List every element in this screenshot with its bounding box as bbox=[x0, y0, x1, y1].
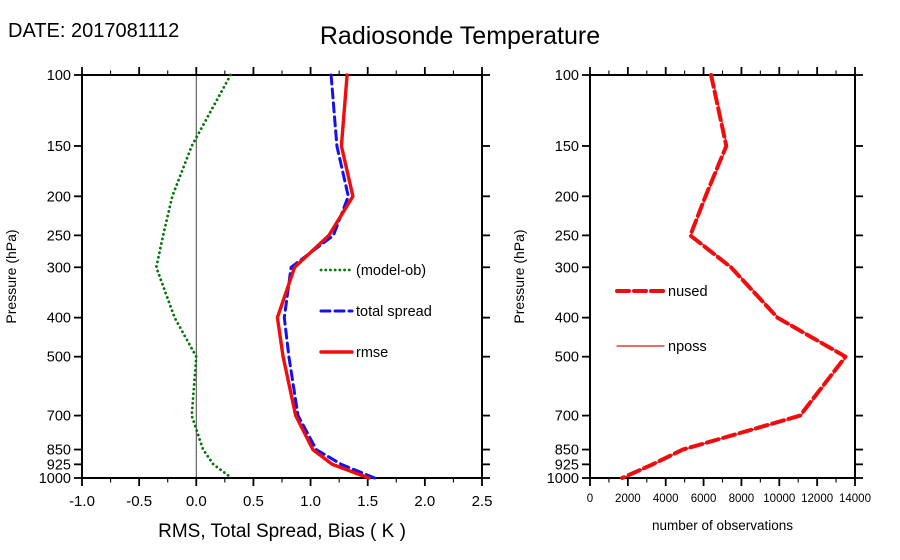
legend-label-rmse: rmse bbox=[356, 345, 388, 361]
x-tick-label: 0 bbox=[587, 493, 593, 505]
series-model-ob bbox=[154, 73, 234, 480]
y-axis-title: Pressure (hPa) bbox=[3, 229, 19, 323]
y-axis-title: Pressure (hPa) bbox=[511, 229, 527, 323]
plot-frame bbox=[589, 74, 856, 479]
y-tick-label: 100 bbox=[47, 68, 71, 84]
figure-title: Radiosonde Temperature bbox=[319, 22, 601, 50]
y-tick-label: 925 bbox=[555, 457, 579, 473]
y-tick-label: 100 bbox=[555, 68, 579, 84]
x-tick-label: 2.0 bbox=[414, 493, 435, 510]
x-axis-title: RMS, Total Spread, Bias ( K ) bbox=[158, 521, 406, 542]
y-tick-label: 850 bbox=[555, 443, 579, 459]
y-tick-label: 250 bbox=[555, 228, 579, 244]
y-tick-label: 200 bbox=[555, 189, 579, 205]
y-tick-label: 500 bbox=[47, 350, 71, 366]
x-tick-label: 8000 bbox=[729, 493, 755, 505]
y-tick-label: 300 bbox=[555, 260, 579, 276]
y-tick-label: 200 bbox=[47, 189, 71, 205]
x-tick-label: 2000 bbox=[615, 493, 641, 505]
series-total-spread bbox=[282, 73, 377, 480]
y-tick-label: 500 bbox=[555, 350, 579, 366]
x-tick-label: 14000 bbox=[839, 493, 871, 505]
series-rmse bbox=[275, 73, 371, 480]
date-label: DATE: 2017081112 bbox=[8, 20, 180, 42]
legend-label-total-spread: total spread bbox=[356, 304, 432, 320]
y-tick-label: 400 bbox=[555, 311, 579, 327]
y-tick-label: 850 bbox=[47, 443, 71, 459]
x-tick-label: 0.5 bbox=[243, 493, 264, 510]
y-tick-label: 150 bbox=[47, 139, 71, 155]
x-tick-label: 6000 bbox=[691, 493, 717, 505]
x-tick-label: 0.0 bbox=[186, 493, 207, 510]
y-tick-label: 150 bbox=[555, 139, 579, 155]
x-tick-label: -0.5 bbox=[126, 493, 152, 510]
y-tick-label: 1000 bbox=[39, 471, 71, 487]
legend-label-nused: nused bbox=[668, 284, 708, 300]
x-tick-label: 10000 bbox=[763, 493, 795, 505]
y-tick-label: 250 bbox=[47, 228, 71, 244]
legend-label-model-ob: (model-ob) bbox=[356, 263, 426, 279]
x-tick-label: 2.5 bbox=[472, 493, 493, 510]
panel-left: -1.0 -0.5 0.0 0.5 1.0 1.5 2.0 2.5 100 150 200 250 30… bbox=[3, 67, 492, 542]
legend-label-nposs: nposs bbox=[668, 339, 707, 355]
y-tick-label: 300 bbox=[47, 260, 71, 276]
y-tick-label: 925 bbox=[47, 457, 71, 473]
y-tick-label: 1000 bbox=[547, 471, 579, 487]
x-tick-label: -1.0 bbox=[69, 493, 95, 510]
x-tick-label: 1.0 bbox=[300, 493, 321, 510]
series-nused bbox=[620, 73, 848, 480]
plot-frame bbox=[81, 74, 483, 479]
y-tick-label: 700 bbox=[47, 409, 71, 425]
panel-right: 0 2000 4000 6000 8000 10000 12000 14000 100 150 20… bbox=[511, 67, 871, 533]
x-axis-title: number of observations bbox=[652, 518, 793, 533]
y-tick-label: 400 bbox=[47, 311, 71, 327]
y-tick-label: 700 bbox=[555, 409, 579, 425]
x-tick-label: 4000 bbox=[653, 493, 679, 505]
x-tick-label: 1.5 bbox=[357, 493, 378, 510]
x-tick-label: 12000 bbox=[801, 493, 833, 505]
series-nposs bbox=[622, 74, 848, 479]
